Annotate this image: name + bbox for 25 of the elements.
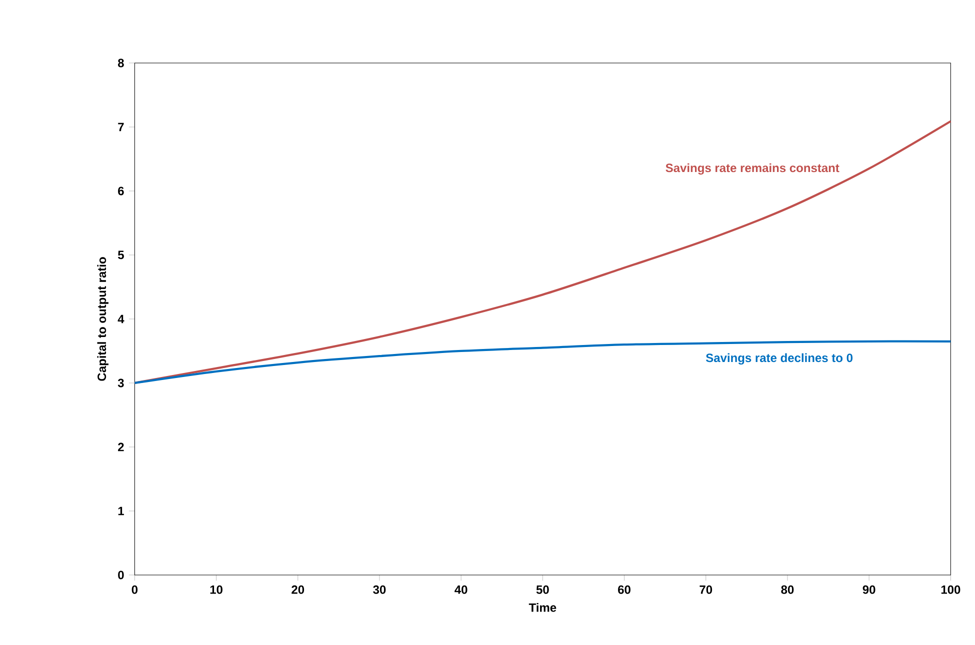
y-tick-label: 7	[118, 122, 124, 132]
x-tick-label: 30	[373, 585, 386, 594]
y-tick-label: 0	[118, 570, 124, 580]
y-tick-label: 6	[118, 186, 124, 196]
x-tick-label: 20	[292, 585, 304, 594]
x-tick-label: 70	[700, 585, 712, 594]
y-tick-label: 2	[118, 442, 124, 452]
series-label: Savings rate remains constant	[666, 163, 840, 175]
x-tick-label: 90	[862, 585, 876, 594]
x-tick-label: 50	[536, 585, 549, 594]
y-tick-label: 3	[118, 378, 124, 388]
y-tick-label: 5	[118, 250, 124, 260]
y-tick-label: 1	[118, 506, 124, 516]
x-tick-label: 0	[132, 585, 138, 594]
x-tick-label: 40	[454, 585, 468, 594]
x-tick-label: 10	[210, 585, 222, 594]
x-axis-title: Time	[528, 603, 556, 612]
series-label: Savings rate declines to 0	[706, 353, 853, 365]
x-tick-label: 80	[781, 585, 794, 594]
y-axis-title: Capital to output ratio	[97, 257, 108, 381]
x-tick-label: 100	[941, 585, 960, 594]
y-tick-label: 8	[118, 58, 124, 68]
line-series	[134, 340, 952, 384]
x-tick-label: 60	[618, 585, 630, 594]
y-tick-label: 4	[118, 314, 124, 324]
